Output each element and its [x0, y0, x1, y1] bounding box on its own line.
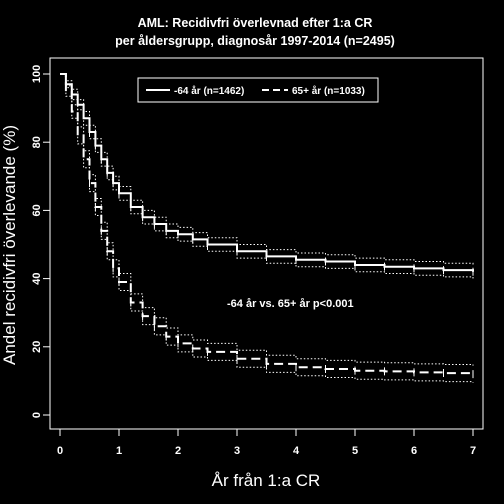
series-under65-ci-lower: [60, 73, 474, 279]
x-tick-label: 1: [116, 445, 122, 457]
legend-box: [137, 77, 379, 103]
y-tick-label: 0: [31, 412, 43, 418]
y-tick-label: 40: [31, 272, 43, 284]
chart-title-line1: AML: Recidivfri överlevnad efter 1:a CR: [138, 16, 373, 30]
series-under65-ci-upper: [60, 73, 474, 265]
legend: -64 år (n=1462) 65+ år (n=1033): [137, 77, 379, 103]
series-65plus-line: [60, 73, 474, 375]
y-axis: 0 20 40 60 80 100: [31, 65, 50, 418]
x-tick-label: 0: [57, 445, 63, 457]
x-tick-label: 4: [293, 445, 300, 457]
x-tick-label: 5: [352, 445, 358, 457]
x-tick-label: 3: [234, 445, 240, 457]
x-axis-label: År från 1:a CR: [212, 471, 321, 490]
y-tick-label: 60: [31, 204, 43, 216]
x-axis: 0 1 2 3 4 5 6 7: [57, 429, 476, 457]
y-tick-label: 100: [31, 65, 43, 83]
y-axis-label: Andel recidivfri överlevande (%): [0, 125, 19, 365]
series-layer: [60, 73, 474, 383]
series-65plus-ci-lower: [60, 73, 474, 383]
legend-label-under65: -64 år (n=1462): [174, 85, 244, 97]
chart-title-line2: per åldersgrupp, diagnosår 1997-2014 (n=…: [115, 34, 395, 48]
x-tick-label: 7: [470, 445, 476, 457]
series-65plus-ci-upper: [60, 73, 474, 366]
y-tick-label: 80: [31, 136, 43, 148]
legend-label-65plus: 65+ år (n=1033): [292, 85, 365, 97]
series-under65-line: [60, 73, 474, 272]
p-value-annotation: -64 år vs. 65+ år p<0.001: [227, 298, 354, 310]
x-tick-label: 6: [411, 445, 417, 457]
y-tick-label: 20: [31, 341, 43, 353]
x-tick-label: 2: [175, 445, 181, 457]
plot-frame: [49, 57, 484, 430]
